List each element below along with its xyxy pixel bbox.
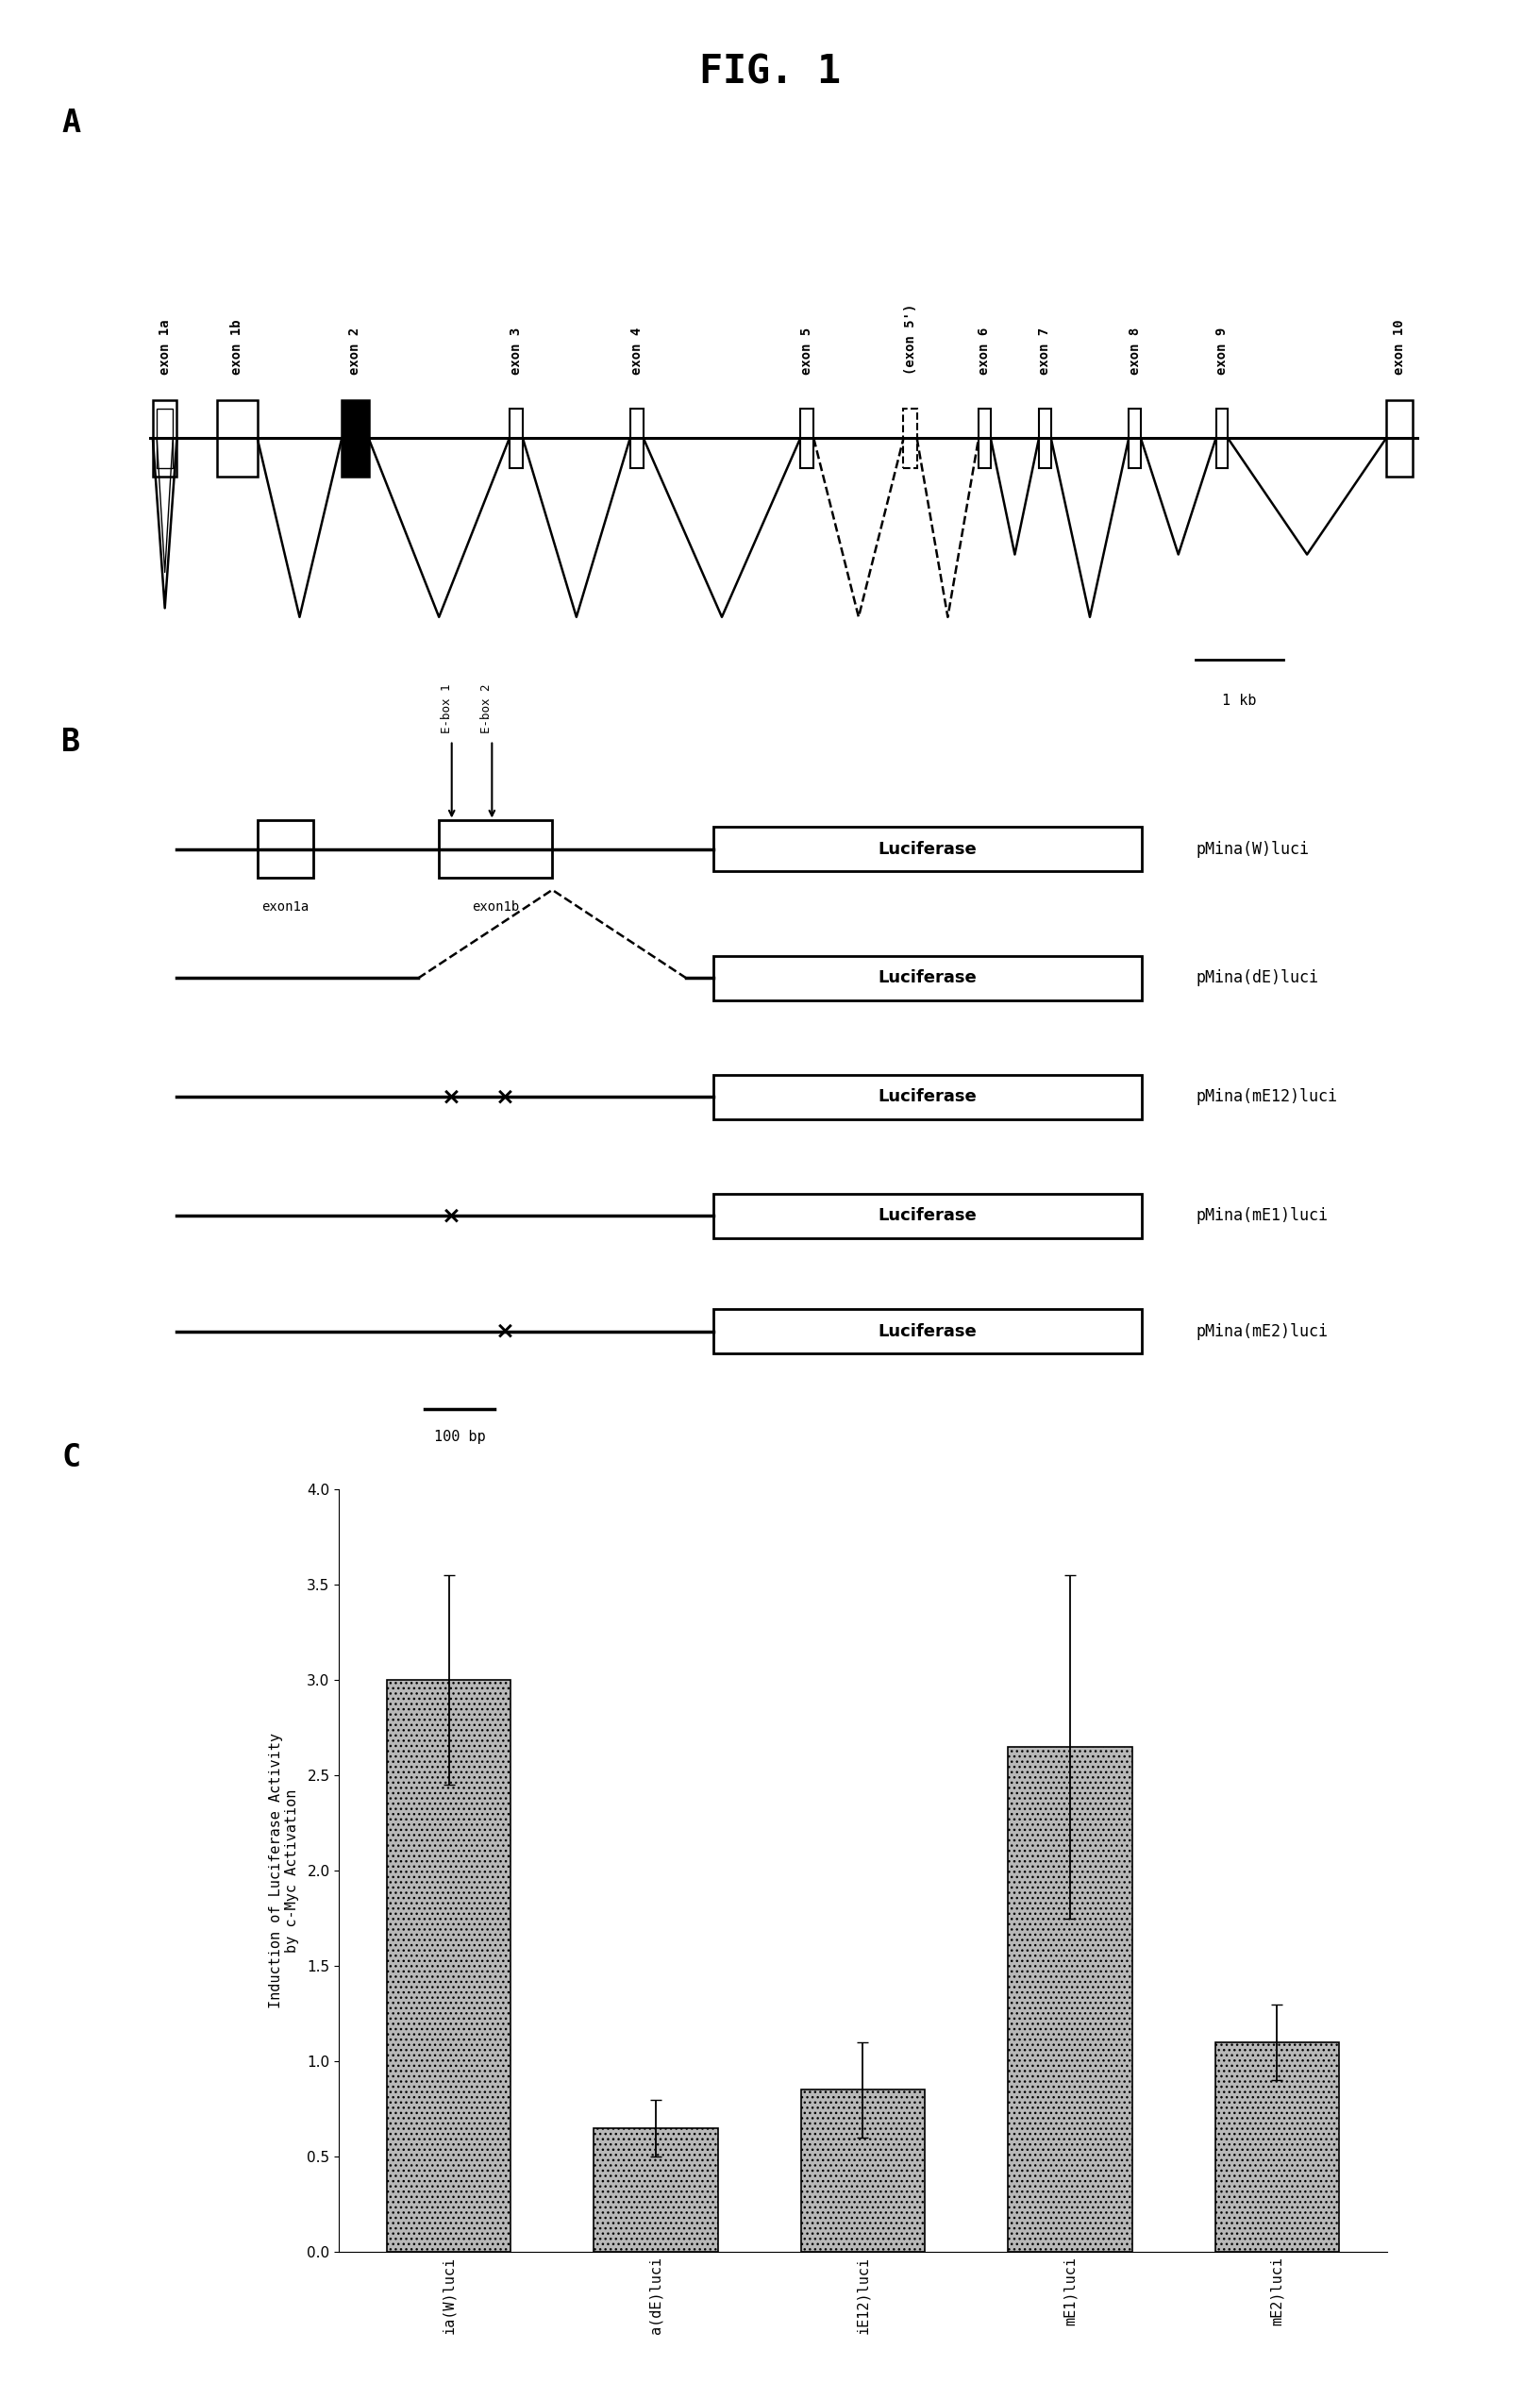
Bar bbox=[1127, 407, 1140, 467]
Text: Luciferase: Luciferase bbox=[878, 1323, 976, 1339]
Bar bbox=[713, 956, 1141, 1001]
Text: exon1a: exon1a bbox=[262, 901, 310, 913]
Bar bbox=[630, 407, 644, 467]
Bar bbox=[510, 407, 522, 467]
Text: exon 7: exon 7 bbox=[1038, 326, 1050, 374]
Bar bbox=[713, 1194, 1141, 1237]
Text: ×: × bbox=[496, 1320, 514, 1342]
Bar bbox=[257, 820, 314, 877]
Text: 100 bp: 100 bp bbox=[434, 1430, 485, 1444]
Bar bbox=[902, 407, 916, 467]
Bar bbox=[713, 1308, 1141, 1354]
Text: A: A bbox=[62, 107, 80, 138]
Text: pMina(mE1)luci: pMina(mE1)luci bbox=[1195, 1208, 1327, 1225]
Text: ×: × bbox=[442, 1203, 462, 1227]
Text: C: C bbox=[62, 1442, 80, 1473]
Bar bbox=[1038, 407, 1050, 467]
Y-axis label: Induction of Luciferase Activity
by c-Myc Activation: Induction of Luciferase Activity by c-My… bbox=[268, 1732, 299, 2009]
Text: ×: × bbox=[496, 1087, 514, 1108]
Text: B: B bbox=[62, 727, 80, 758]
Bar bbox=[387, 1680, 511, 2252]
Text: 1 kb: 1 kb bbox=[1221, 693, 1255, 708]
Bar bbox=[799, 407, 813, 467]
Text: exon 2: exon 2 bbox=[348, 326, 362, 374]
Text: E-box 1: E-box 1 bbox=[440, 684, 453, 734]
Text: pMina(W)luci: pMina(W)luci bbox=[1195, 841, 1307, 858]
Text: exon 6: exon 6 bbox=[978, 326, 990, 374]
Text: Luciferase: Luciferase bbox=[878, 970, 976, 987]
Bar bbox=[593, 2128, 718, 2252]
Bar bbox=[437, 820, 551, 877]
Text: pMina(mE2)luci: pMina(mE2)luci bbox=[1195, 1323, 1327, 1339]
Bar bbox=[801, 2090, 924, 2252]
Text: pMina(mE12)luci: pMina(mE12)luci bbox=[1195, 1089, 1337, 1106]
Text: Luciferase: Luciferase bbox=[878, 1089, 976, 1106]
Text: exon 5: exon 5 bbox=[799, 326, 813, 374]
Bar bbox=[217, 400, 257, 477]
Bar bbox=[713, 827, 1141, 872]
Bar bbox=[1386, 400, 1412, 477]
Text: exon 3: exon 3 bbox=[510, 326, 522, 374]
Bar bbox=[152, 400, 177, 477]
Text: pMina(dE)luci: pMina(dE)luci bbox=[1195, 970, 1318, 987]
Text: exon1b: exon1b bbox=[471, 901, 519, 913]
Text: Luciferase: Luciferase bbox=[878, 1208, 976, 1225]
Text: exon 1a: exon 1a bbox=[159, 319, 171, 374]
Text: exon 1b: exon 1b bbox=[231, 319, 243, 374]
Text: exon 9: exon 9 bbox=[1215, 326, 1227, 374]
Text: (exon 5'): (exon 5') bbox=[902, 303, 916, 374]
Text: exon 10: exon 10 bbox=[1392, 319, 1406, 374]
Text: FIG. 1: FIG. 1 bbox=[699, 52, 841, 93]
Text: Luciferase: Luciferase bbox=[878, 841, 976, 858]
Bar bbox=[157, 407, 172, 467]
Text: exon 4: exon 4 bbox=[630, 326, 642, 374]
Bar bbox=[978, 407, 990, 467]
Bar bbox=[342, 400, 368, 477]
Bar bbox=[1215, 407, 1227, 467]
Text: ×: × bbox=[442, 1087, 462, 1108]
Bar bbox=[1007, 1747, 1132, 2252]
Text: E-box 2: E-box 2 bbox=[480, 684, 493, 734]
Bar bbox=[713, 1075, 1141, 1120]
Bar bbox=[1214, 2042, 1338, 2252]
Text: exon 8: exon 8 bbox=[1127, 326, 1141, 374]
